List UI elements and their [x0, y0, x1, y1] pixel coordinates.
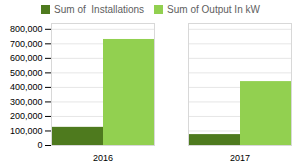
html-text:Sum of Output In kW: Sum of Output In kW — [167, 4, 260, 15]
svg-text:600,000: 600,000 — [10, 53, 43, 63]
svg-text:200,000: 200,000 — [10, 111, 43, 121]
svg-text:400,000: 400,000 — [10, 82, 43, 92]
svg-text:700,000: 700,000 — [10, 39, 43, 49]
svg-text:800,000: 800,000 — [10, 24, 43, 34]
svg-text:2017: 2017 — [230, 153, 250, 163]
svg-text:100,000: 100,000 — [10, 126, 43, 136]
svg-text:500,000: 500,000 — [10, 68, 43, 78]
svg-text:2016: 2016 — [93, 153, 113, 163]
svg-text:0: 0 — [37, 140, 42, 150]
html-text:Sum of Installations: Sum of Installations — [54, 4, 145, 15]
svg-text:300,000: 300,000 — [10, 97, 43, 107]
